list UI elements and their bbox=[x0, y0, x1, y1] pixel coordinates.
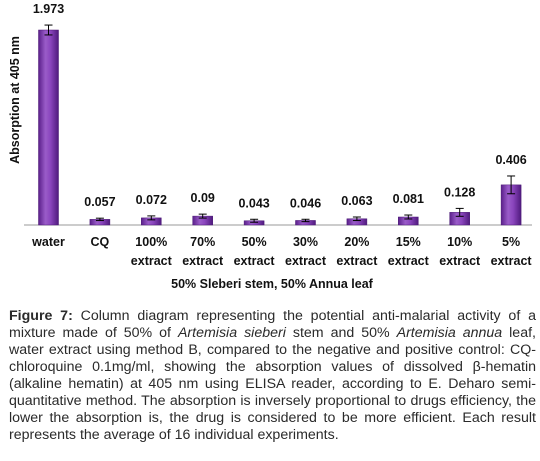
x-tick-label: extract bbox=[491, 254, 533, 268]
x-tick-label: extract bbox=[234, 254, 276, 268]
x-tick-label: extract bbox=[388, 254, 430, 268]
x-tick-label: extract bbox=[439, 254, 481, 268]
caption-species-2: Artemisia annua bbox=[396, 325, 503, 341]
x-tick-label: 100% bbox=[135, 235, 167, 249]
y-axis-label: Absorption at 405 nm bbox=[8, 36, 22, 164]
data-label: 0.09 bbox=[191, 191, 215, 205]
data-label: 0.406 bbox=[495, 153, 526, 167]
data-label: 0.063 bbox=[341, 194, 372, 208]
x-tick-label: 5% bbox=[502, 235, 520, 249]
caption-text-2: stem and 50% bbox=[285, 325, 397, 341]
caption-label: Figure 7: bbox=[9, 308, 73, 324]
x-tick-label: 50% bbox=[242, 235, 267, 249]
data-label: 0.043 bbox=[238, 196, 269, 210]
data-label: 0.128 bbox=[444, 185, 475, 199]
x-tick-label: 15% bbox=[396, 235, 421, 249]
x-tick-label: extract bbox=[182, 254, 224, 268]
data-label: 0.072 bbox=[136, 193, 167, 207]
x-tick-label: extract bbox=[131, 254, 173, 268]
x-tick-label: extract bbox=[336, 254, 378, 268]
bar bbox=[38, 29, 59, 226]
x-tick-label: 70% bbox=[190, 235, 215, 249]
data-label: 1.973 bbox=[33, 2, 64, 16]
data-label: 0.057 bbox=[84, 195, 115, 209]
figure-caption: Figure 7: Column diagram representing th… bbox=[9, 308, 536, 444]
data-label: 0.046 bbox=[290, 196, 321, 210]
x-tick-label: water bbox=[31, 235, 65, 249]
data-label: 0.081 bbox=[393, 192, 424, 206]
caption-species-1: Artemisia sieberi bbox=[177, 325, 286, 341]
x-tick-label: 10% bbox=[447, 235, 472, 249]
x-tick-label: 30% bbox=[293, 235, 318, 249]
caption-text-1: Column diagram representing the potentia… bbox=[9, 308, 536, 341]
x-tick-label: extract bbox=[285, 254, 327, 268]
x-tick-label: 20% bbox=[344, 235, 369, 249]
caption-text-3: leaf, water extract using method B, comp… bbox=[9, 325, 536, 443]
x-tick-label: CQ bbox=[91, 235, 110, 249]
x-axis-label: 50% Sleberi stem, 50% Annua leaf bbox=[171, 277, 374, 291]
bar-chart: Absorption at 405 nm 1.973 water 0.057 CQ 0.… bbox=[8, 2, 533, 291]
